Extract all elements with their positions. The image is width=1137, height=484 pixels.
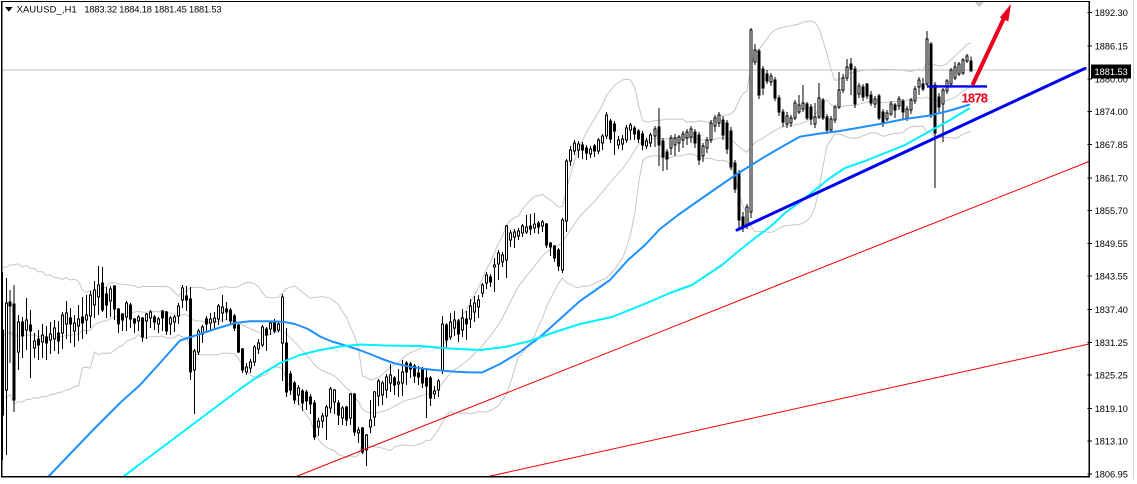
svg-text:1849.55: 1849.55 — [1095, 239, 1128, 249]
svg-text:1867.85: 1867.85 — [1095, 140, 1128, 150]
svg-text:1881.53: 1881.53 — [1095, 67, 1128, 77]
svg-text:1825.25: 1825.25 — [1095, 371, 1128, 381]
svg-text:1878: 1878 — [962, 91, 989, 106]
svg-text:1843.55: 1843.55 — [1095, 272, 1128, 282]
svg-text:XAUUSD_,H1: XAUUSD_,H1 — [17, 5, 77, 15]
svg-text:1806.95: 1806.95 — [1095, 470, 1128, 480]
svg-text:1892.30: 1892.30 — [1095, 8, 1128, 18]
svg-text:1883.32 1884.18 1881.45 1881.5: 1883.32 1884.18 1881.45 1881.53 — [84, 5, 221, 15]
svg-text:1886.15: 1886.15 — [1095, 41, 1128, 51]
svg-text:1855.70: 1855.70 — [1095, 206, 1128, 216]
svg-text:1874.00: 1874.00 — [1095, 107, 1128, 117]
svg-text:1831.25: 1831.25 — [1095, 338, 1128, 348]
svg-text:1837.40: 1837.40 — [1095, 305, 1128, 315]
svg-text:1880.00: 1880.00 — [1095, 75, 1128, 85]
svg-text:1813.10: 1813.10 — [1095, 436, 1128, 446]
svg-text:1819.10: 1819.10 — [1095, 404, 1128, 414]
svg-text:1861.70: 1861.70 — [1095, 174, 1128, 184]
